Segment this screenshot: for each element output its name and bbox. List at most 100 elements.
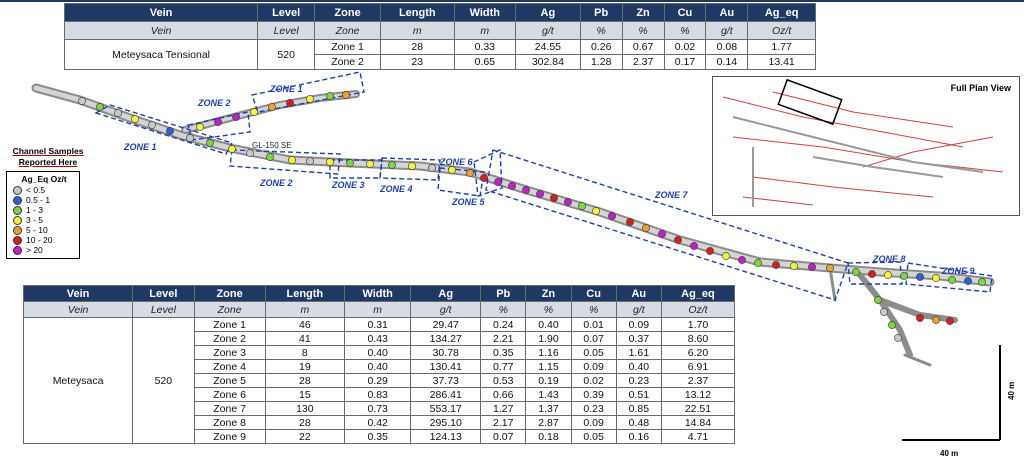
column-header: Au <box>705 3 749 22</box>
zone-label: ZONE 1 <box>269 84 303 94</box>
table-cell: 41 <box>264 331 346 346</box>
table-cell: 0.48 <box>615 415 662 430</box>
table-cell: 1.70 <box>660 317 736 332</box>
table-cell: 0.33 <box>453 39 517 55</box>
table-cell: 130.41 <box>410 359 482 374</box>
sample-dot <box>522 186 530 194</box>
legend-item: > 20 <box>13 245 75 255</box>
legend-swatch <box>13 205 22 215</box>
table-cell: 37.73 <box>410 373 482 388</box>
vein-cell: Meteysaca Tensional <box>63 39 259 70</box>
sample-dot <box>578 202 586 210</box>
table-cell: 0.29 <box>344 373 412 388</box>
sample-dot <box>754 259 762 267</box>
table-cell: 0.35 <box>344 429 412 444</box>
column-header: Zn <box>525 285 572 302</box>
table-cell: 19 <box>264 359 346 374</box>
sample-dot <box>674 236 682 244</box>
table-cell: 0.23 <box>615 373 662 388</box>
table-cell: 0.18 <box>525 429 572 444</box>
table-cell: 1.27 <box>480 401 527 416</box>
column-unit: m <box>264 301 346 318</box>
sample-dot <box>946 317 954 325</box>
table-cell: 0.05 <box>570 345 617 360</box>
table-cell: Zone 5 <box>193 373 266 388</box>
scale-label-vertical: 40 m <box>1007 382 1016 400</box>
legend-swatch <box>13 185 22 195</box>
table-row: Zone 8 28 0.42 295.10 2.17 2.87 0.09 0.48 14.84 <box>24 415 736 430</box>
sample-dot <box>326 92 334 100</box>
sample-dot <box>564 198 572 206</box>
table-cell: 2.87 <box>525 415 572 430</box>
sample-dot <box>306 95 314 103</box>
sample-dot <box>948 276 956 284</box>
table-cell: 1.28 <box>579 54 623 70</box>
sample-dot <box>78 97 86 105</box>
table-cell: 24.55 <box>515 39 581 55</box>
column-unit: % <box>663 21 707 40</box>
sample-dot <box>790 262 798 270</box>
sample-dot <box>826 264 834 272</box>
column-header: Ag <box>515 3 581 22</box>
zone-label: ZONE 6 <box>439 157 474 167</box>
column-header: Au <box>615 285 662 302</box>
sample-dot <box>114 109 122 117</box>
sample-dot <box>366 160 374 168</box>
table-cell: 0.24 <box>480 317 527 332</box>
level-cell: 520 <box>257 39 316 70</box>
sample-dot <box>932 316 940 324</box>
sample-dot <box>874 296 882 304</box>
table-cell: 0.08 <box>705 39 749 55</box>
column-header: Cu <box>663 3 707 22</box>
sample-dot <box>388 161 396 169</box>
sample-dot <box>214 118 222 126</box>
sample-dot <box>346 159 354 167</box>
legend-box-title: Ag_Eq Oz/t <box>21 174 67 184</box>
column-unit: Zone <box>314 21 381 40</box>
legend-item: 10 - 20 <box>13 235 75 245</box>
column-header: Zone <box>193 285 266 302</box>
table-cell: 0.43 <box>344 331 412 346</box>
column-unit: % <box>579 21 623 40</box>
sample-dot <box>868 270 876 278</box>
column-unit: m <box>379 21 455 40</box>
zone-label: ZONE 1 <box>123 142 157 152</box>
sample-dot <box>266 153 274 161</box>
table-cell: 0.40 <box>615 359 662 374</box>
table-row: Zone 6 15 0.83 286.41 0.66 1.43 0.39 0.51 13.12 <box>24 387 736 402</box>
inset-label: Full Plan View <box>950 83 1011 93</box>
table-cell: 1.37 <box>525 401 572 416</box>
zone-label: ZONE 9 <box>941 266 975 276</box>
table-cell: 553.17 <box>410 401 482 416</box>
table-cell: 2.37 <box>621 54 665 70</box>
legend-title-line1: Channel Samples <box>12 146 84 156</box>
table-cell: 0.77 <box>480 359 527 374</box>
sample-dot <box>268 103 276 111</box>
sample-dot <box>250 108 258 116</box>
table-cell: 2.17 <box>480 415 527 430</box>
table-units-row: Vein Level Zone m m g/t%%% g/t Oz/t <box>63 21 816 40</box>
legend-swatch <box>13 225 22 235</box>
zone-label: ZONE 4 <box>379 184 413 194</box>
table-cell: 295.10 <box>410 415 482 430</box>
table-cell: 0.09 <box>615 317 662 332</box>
sample-dot <box>228 145 236 153</box>
sample-dot <box>408 162 416 170</box>
column-header: Vein <box>63 3 259 22</box>
table-cell: Zone 2 <box>193 331 266 346</box>
sample-dot <box>658 230 666 238</box>
table-cell: 28 <box>379 39 455 55</box>
sample-dot <box>880 308 888 316</box>
sample-dot <box>286 99 294 107</box>
table-row: Zone 9 22 0.35 124.13 0.07 0.18 0.05 0.16 4.71 <box>24 429 736 444</box>
table-cell: 1.61 <box>615 345 662 360</box>
zone-label: ZONE 5 <box>451 197 486 207</box>
table-cell: 0.19 <box>525 373 572 388</box>
table-cell: 14.84 <box>660 415 736 430</box>
table-row: Zone 3 8 0.40 30.78 0.35 1.16 0.05 1.61 6.20 <box>24 345 736 360</box>
sample-dot <box>166 127 174 135</box>
column-unit: g/t <box>615 301 662 318</box>
table-row: Meteysaca 520 Zone 1 46 0.31 29.47 0.24 0.40 0.0… <box>22 317 736 444</box>
sample-dot <box>342 91 350 99</box>
scale-label-horizontal: 40 m <box>940 449 958 458</box>
